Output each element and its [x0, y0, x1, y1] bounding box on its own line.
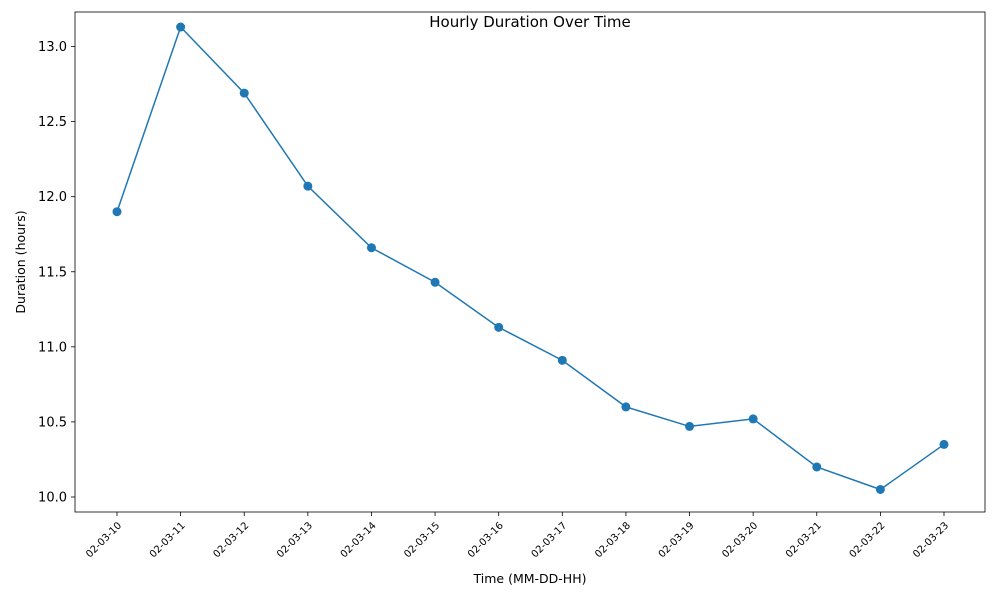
- x-axis-ticks: 02-03-10 02-03-11 02-03-12 02-03-13 02-03-14…: [84, 512, 951, 560]
- x-tick-label: 02-03-18: [593, 520, 633, 560]
- x-tick-label: 02-03-10: [84, 520, 124, 560]
- series-line: [116, 25, 945, 491]
- x-tick-label: 02-03-11: [148, 520, 188, 560]
- x-tick-label: 02-03-13: [275, 520, 315, 560]
- chart-title: Hourly Duration Over Time: [429, 13, 630, 31]
- data-point: [621, 402, 631, 412]
- x-tick-label: 02-03-19: [657, 520, 697, 560]
- data-point: [875, 484, 885, 494]
- data-point: [812, 462, 822, 472]
- data-point: [366, 243, 376, 253]
- data-point: [557, 355, 567, 365]
- x-tick-label: 02-03-15: [402, 520, 442, 560]
- x-tick-label: 02-03-17: [530, 520, 570, 560]
- x-tick-label: 02-03-20: [720, 520, 760, 560]
- y-tick-label: 12.5: [38, 115, 67, 130]
- data-point: [303, 181, 313, 191]
- x-axis-label: Time (MM-DD-HH): [473, 571, 587, 586]
- plot-background: [75, 12, 985, 512]
- y-tick-label: 10.5: [38, 415, 67, 430]
- y-tick-label: 11.0: [38, 340, 67, 355]
- y-axis-label: Duration (hours): [13, 210, 28, 313]
- data-point: [430, 277, 440, 287]
- series-markers: [112, 22, 949, 494]
- y-tick-label: 10.0: [38, 490, 67, 505]
- y-tick-label: 11.5: [38, 265, 67, 280]
- y-tick-label: 12.0: [38, 190, 67, 205]
- data-point: [239, 88, 249, 98]
- data-point: [685, 421, 695, 431]
- y-axis-ticks: 10.0 10.5 11.0 11.5 12.0 12.5 13.0: [38, 40, 75, 505]
- data-point: [176, 22, 186, 32]
- x-tick-label: 02-03-16: [466, 520, 506, 560]
- data-point: [494, 322, 504, 332]
- x-tick-label: 02-03-22: [848, 520, 888, 560]
- y-tick-label: 13.0: [38, 40, 67, 55]
- x-tick-label: 02-03-21: [784, 520, 824, 560]
- data-point: [748, 414, 758, 424]
- x-tick-label: 02-03-14: [339, 520, 379, 560]
- data-point: [939, 439, 949, 449]
- data-point: [112, 207, 122, 217]
- x-tick-label: 02-03-23: [911, 520, 951, 560]
- x-tick-label: 02-03-12: [211, 520, 251, 560]
- plot-frame: [74, 11, 986, 513]
